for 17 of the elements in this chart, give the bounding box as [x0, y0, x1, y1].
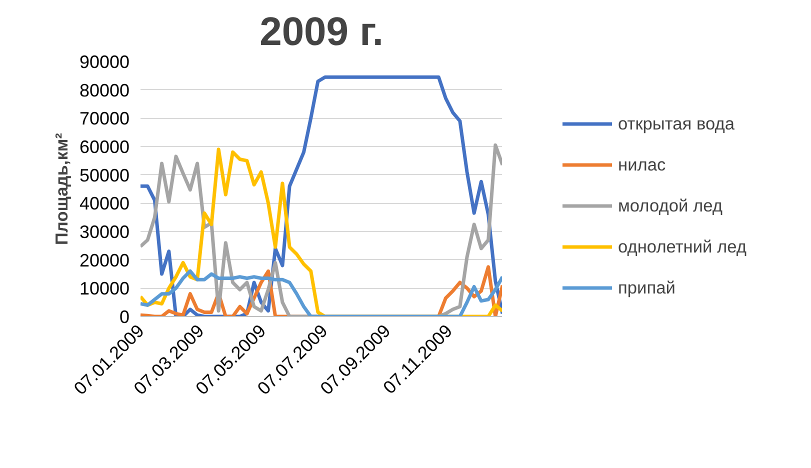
y-axis-title: Площадь,км² — [51, 132, 72, 246]
chart-title: 2009 г. — [260, 10, 384, 54]
y-tick-label: 40000 — [79, 194, 130, 214]
y-tick-label: 70000 — [79, 108, 130, 129]
legend-label: нилас — [618, 154, 666, 175]
y-tick-label: 0 — [119, 307, 130, 327]
y-tick-label: 90000 — [79, 52, 130, 72]
y-tick-label: 20000 — [79, 250, 130, 270]
y-tick-label: 10000 — [79, 278, 130, 299]
legend-label: молодой лед — [618, 195, 722, 216]
legend-label: открытая вода — [618, 113, 734, 134]
y-tick-label: 60000 — [79, 137, 130, 157]
y-tick-label: 30000 — [79, 222, 130, 242]
y-tick-label: 50000 — [79, 165, 130, 186]
legend-label: однолетний лед — [618, 236, 747, 257]
y-tick-label: 80000 — [79, 80, 130, 100]
legend-label: припай — [618, 277, 676, 298]
